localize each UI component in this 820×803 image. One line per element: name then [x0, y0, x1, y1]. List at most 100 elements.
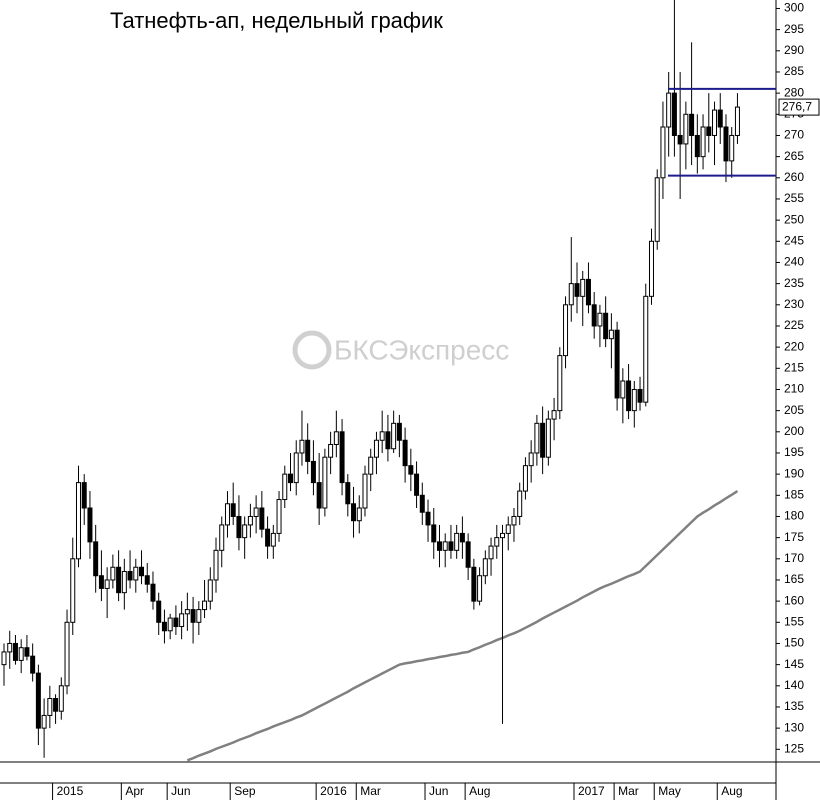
candle-body [482, 558, 488, 577]
candle-body [293, 452, 299, 484]
candle-body [671, 92, 677, 136]
candle-body [282, 473, 288, 501]
candle-body [259, 507, 265, 530]
y-tick-label: 170 [784, 551, 804, 565]
candle-body [224, 503, 230, 526]
candle-body [265, 528, 271, 547]
x-tick-label: Mar [360, 784, 381, 798]
candle-body [563, 304, 569, 357]
candle-body [12, 642, 18, 661]
candle-body [70, 558, 76, 623]
candle-body [614, 329, 620, 399]
candle-body [436, 541, 442, 551]
candle-body [356, 507, 362, 522]
candle-body [139, 566, 145, 577]
candle-body [591, 304, 597, 327]
y-tick-label: 250 [784, 212, 804, 226]
candle-body [712, 109, 718, 136]
candle-body [683, 113, 689, 145]
candle-body [345, 482, 351, 505]
candle-body [362, 473, 368, 509]
candle-body [47, 698, 53, 716]
y-tick-label: 195 [784, 445, 804, 459]
y-tick-label: 290 [784, 43, 804, 57]
candle-body [310, 460, 316, 484]
candle-body [522, 465, 528, 492]
candle-body [299, 439, 305, 454]
candle-body [81, 482, 87, 509]
y-tick-label: 240 [784, 255, 804, 269]
y-tick-label: 160 [784, 593, 804, 607]
candle-body [173, 617, 179, 628]
y-tick-label: 255 [784, 191, 804, 205]
candle-body [723, 126, 729, 162]
candle-body [253, 507, 259, 517]
candle-body [322, 456, 328, 509]
candle-body [184, 609, 190, 615]
candle-body [167, 617, 173, 632]
candle-body [517, 490, 523, 517]
y-tick-label: 280 [784, 85, 804, 99]
candle-body [414, 473, 420, 496]
candle-body [660, 126, 666, 179]
candle-body [597, 312, 603, 327]
x-tick-label: Aug [721, 784, 742, 798]
candle-body [459, 532, 465, 543]
x-tick-label: Jun [171, 784, 190, 798]
candle-body [58, 685, 64, 712]
candle-body [511, 515, 517, 526]
y-tick-label: 260 [784, 170, 804, 184]
last-price-label: 276,7 [782, 99, 812, 113]
candle-body [494, 537, 500, 547]
y-tick-label: 220 [784, 339, 804, 353]
candle-body [734, 106, 740, 136]
y-tick-label: 270 [784, 128, 804, 142]
candle-body [373, 439, 379, 458]
candle-body [603, 312, 609, 340]
candle-body [694, 134, 700, 158]
y-tick-label: 135 [784, 699, 804, 713]
candle-body [557, 355, 563, 412]
candle-body [431, 524, 437, 543]
candle-body [729, 134, 735, 162]
candle-body [626, 380, 632, 412]
candle-body [1, 651, 7, 666]
candle-body [7, 642, 13, 653]
candle-body [236, 515, 242, 539]
candle-body [179, 613, 185, 628]
candle-body [53, 698, 59, 712]
candle-body [580, 278, 586, 297]
candle-body [270, 532, 276, 547]
candle-body [568, 283, 574, 306]
moving-average-line [186, 490, 739, 762]
last-price-box [778, 98, 820, 116]
chart-title: Татнефть-ап, недельный график [110, 8, 443, 33]
candle-body [196, 609, 202, 623]
candle-body [677, 134, 683, 145]
candle-body [127, 571, 133, 581]
candle-body [288, 473, 293, 484]
candle-body [144, 575, 150, 585]
candle-body [717, 109, 723, 128]
y-tick-label: 155 [784, 614, 804, 628]
y-tick-label: 180 [784, 509, 804, 523]
candle-body [98, 575, 104, 589]
x-tick-label: Aug [469, 784, 490, 798]
candle-body [545, 418, 551, 458]
candle-body [442, 541, 448, 551]
y-tick-label: 190 [784, 466, 804, 480]
y-tick-label: 300 [784, 1, 804, 15]
candle-body [202, 600, 208, 611]
y-tick-label: 295 [784, 22, 804, 36]
candle-body [150, 583, 156, 602]
candle-body [35, 672, 41, 729]
watermark-text: БКСЭкспресс [334, 334, 509, 365]
candle-body [465, 541, 471, 568]
candle-body [104, 579, 110, 589]
y-tick-label: 215 [784, 360, 804, 374]
candle-body [471, 566, 477, 602]
candle-body [328, 444, 334, 458]
x-tick-label: Sep [234, 784, 256, 798]
candle-body [706, 126, 712, 136]
